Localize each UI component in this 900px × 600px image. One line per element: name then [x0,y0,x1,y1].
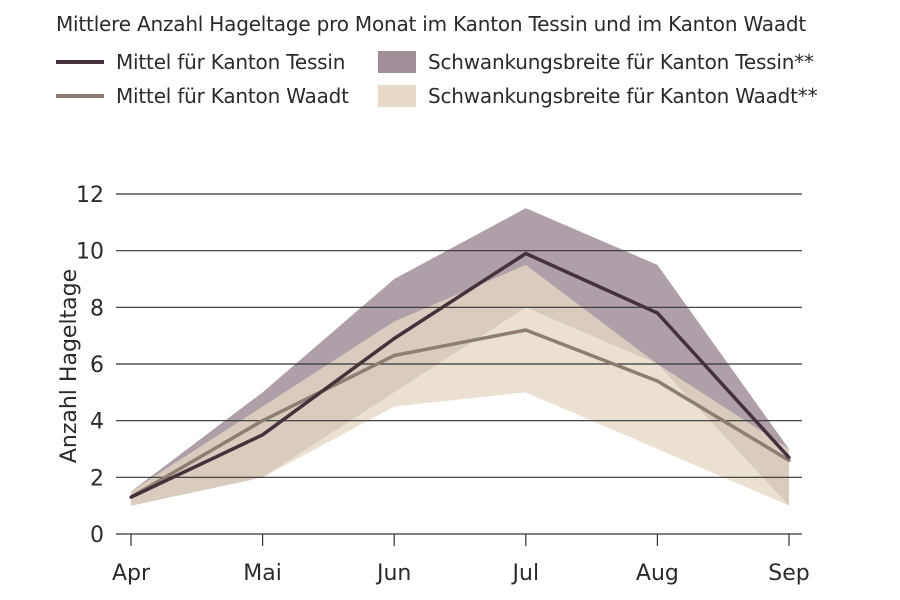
chart-title: Mittlere Anzahl Hageltage pro Monat im K… [56,12,807,36]
y-tick-label-8: 8 [90,296,104,321]
x-tick-label-Jul: Jul [511,561,540,586]
x-tick-label-Jun: Jun [375,561,411,586]
line-tessin-mean [130,251,791,499]
y-tick-label-10: 10 [76,240,104,265]
x-tick-label-Apr: Apr [112,561,151,586]
line-tessin-mean-point-Mai [261,433,265,437]
y-tick-label-0: 0 [90,523,104,548]
legend-item-waadt-mean: Mittel für Kanton Waadt [56,84,349,108]
line-waadt-mean [130,328,790,499]
line-waadt-mean-point-Jun [392,353,396,358]
line-waadt-mean-point-Mai [261,419,265,423]
y-tick-label-6: 6 [90,353,104,378]
legend-swatch-waadt-range [378,85,416,107]
y-tick-label-4: 4 [90,410,104,435]
legend-swatch-tessin-range [378,51,416,73]
x-tick-label-Mai: Mai [243,561,282,586]
legend-label-tessin-range: Schwankungsbreite für Kanton Tessin** [428,50,814,74]
line-tessin-mean-point-Jul [524,251,528,256]
legend-swatch-tessin-mean [56,60,104,64]
x-tick-label-Sep: Sep [768,561,809,586]
band-waadt-range [131,264,789,506]
y-axis-label: Anzahl Hageltage [57,269,82,463]
legend-label-waadt-mean: Mittel für Kanton Waadt [116,84,349,108]
legend-item-tessin-range: Schwankungsbreite für Kanton Tessin** [378,50,814,74]
legend-item-tessin-mean: Mittel für Kanton Tessin [56,50,345,74]
legend-label-waadt-range: Schwankungsbreite für Kanton Waadt** [428,84,818,108]
y-tick-label-12: 12 [76,183,104,208]
line-tessin-mean-point-Aug [655,311,660,315]
line-tessin-mean-point-Jun [392,336,396,341]
line-tessin-mean-point-Apr [129,495,133,499]
line-waadt-mean-point-Aug [655,379,660,383]
legend-item-waadt-range: Schwankungsbreite für Kanton Waadt** [378,84,818,108]
y-tick-label-2: 2 [90,466,104,491]
line-waadt-mean-point-Sep [787,458,791,462]
line-waadt-mean-point-Jul [524,328,528,332]
line-tessin-mean-point-Sep [787,455,791,460]
x-tick-label-Aug: Aug [636,561,679,586]
legend-label-tessin-mean: Mittel für Kanton Tessin [116,50,346,74]
legend-swatch-waadt-mean [56,94,104,98]
